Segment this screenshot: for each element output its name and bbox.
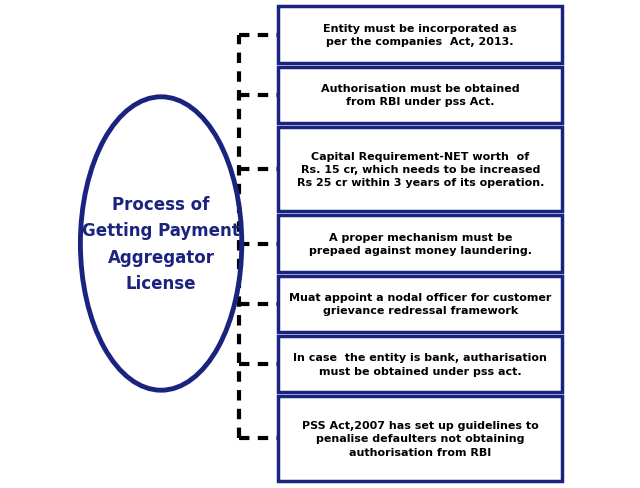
Text: A proper mechanism must be
prepaed against money laundering.: A proper mechanism must be prepaed again… (308, 232, 532, 256)
Text: Capital Requirement-NET worth  of
Rs. 15 cr, which needs to be increased
Rs 25 c: Capital Requirement-NET worth of Rs. 15 … (296, 152, 544, 188)
FancyBboxPatch shape (278, 396, 562, 481)
Text: Process of
Getting Payment
Aggregator
License: Process of Getting Payment Aggregator Li… (82, 196, 240, 292)
FancyBboxPatch shape (278, 336, 562, 392)
Text: In case  the entity is bank, autharisation
must be obtained under pss act.: In case the entity is bank, autharisatio… (293, 353, 547, 376)
FancyBboxPatch shape (278, 127, 562, 212)
Text: Entity must be incorporated as
per the companies  Act, 2013.: Entity must be incorporated as per the c… (323, 24, 517, 47)
Text: Muat appoint a nodal officer for customer
grievance redressal framework: Muat appoint a nodal officer for custome… (289, 293, 552, 316)
Text: Authorisation must be obtained
from RBI under pss Act.: Authorisation must be obtained from RBI … (321, 84, 520, 107)
FancyBboxPatch shape (278, 276, 562, 332)
FancyBboxPatch shape (278, 216, 562, 272)
Text: PSS Act,2007 has set up guidelines to
penalise defaulters not obtaining
authoris: PSS Act,2007 has set up guidelines to pe… (302, 420, 539, 457)
FancyBboxPatch shape (278, 7, 562, 63)
FancyBboxPatch shape (278, 67, 562, 123)
